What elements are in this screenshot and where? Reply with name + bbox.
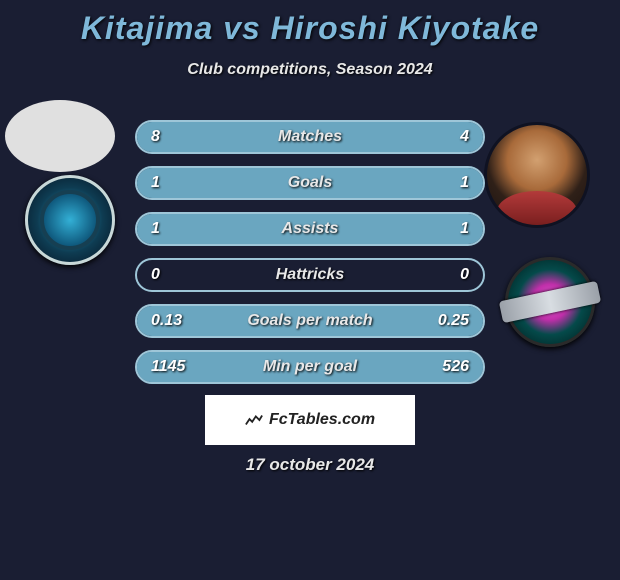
stat-row: 1Assists1 xyxy=(135,212,485,246)
date-stamp: 17 october 2024 xyxy=(0,455,620,475)
stat-value-left: 1 xyxy=(137,220,207,238)
stat-value-left: 0 xyxy=(137,266,207,284)
stat-row: 8Matches4 xyxy=(135,120,485,154)
stat-label: Assists xyxy=(207,220,413,238)
stats-table: 8Matches41Goals11Assists10Hattricks00.13… xyxy=(135,120,485,396)
stat-label: Goals xyxy=(207,174,413,192)
team-right-crest xyxy=(505,257,595,347)
player-left-avatar xyxy=(5,100,115,172)
stat-label: Hattricks xyxy=(207,266,413,284)
stat-value-right: 1 xyxy=(413,174,483,192)
stat-label: Matches xyxy=(207,128,413,146)
stat-value-left: 8 xyxy=(137,128,207,146)
branding-icon xyxy=(245,413,263,427)
stat-label: Goals per match xyxy=(207,312,413,330)
branding-text: FcTables.com xyxy=(269,411,375,429)
branding-badge: FcTables.com xyxy=(205,395,415,445)
stat-value-left: 1145 xyxy=(137,358,207,376)
team-left-crest xyxy=(25,175,115,265)
player-right-avatar xyxy=(484,122,590,228)
stat-value-right: 1 xyxy=(413,220,483,238)
page-title: Kitajima vs Hiroshi Kiyotake xyxy=(0,0,620,47)
stat-value-right: 4 xyxy=(413,128,483,146)
stat-label: Min per goal xyxy=(207,358,413,376)
stat-value-right: 0 xyxy=(413,266,483,284)
stat-row: 1Goals1 xyxy=(135,166,485,200)
stat-value-right: 0.25 xyxy=(413,312,483,330)
stat-row: 1145Min per goal526 xyxy=(135,350,485,384)
stat-value-left: 0.13 xyxy=(137,312,207,330)
stat-value-left: 1 xyxy=(137,174,207,192)
subtitle: Club competitions, Season 2024 xyxy=(0,61,620,79)
stat-row: 0Hattricks0 xyxy=(135,258,485,292)
stat-value-right: 526 xyxy=(413,358,483,376)
stat-row: 0.13Goals per match0.25 xyxy=(135,304,485,338)
